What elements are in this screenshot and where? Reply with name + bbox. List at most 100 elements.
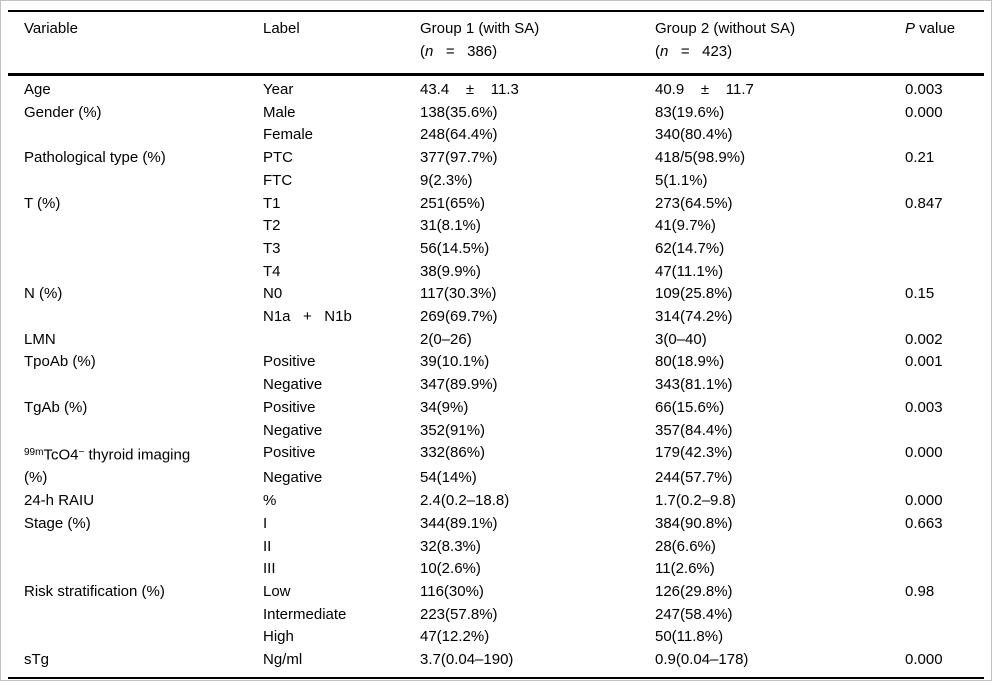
cell-group2: 5(1.1%) <box>655 171 708 189</box>
cell-label: III <box>263 560 276 578</box>
cell-variable <box>8 261 263 284</box>
cell-group2: 126(29.8%) <box>655 582 733 600</box>
cell-label <box>263 329 420 352</box>
cell-group1: 116(30%) <box>420 582 484 600</box>
cell-pvalue: 0.21 <box>905 149 935 167</box>
cell-pvalue <box>905 536 984 559</box>
cell-group1: 2.4(0.2–18.8) <box>420 492 510 510</box>
cell-pvalue <box>905 215 984 238</box>
cell-pvalue <box>905 124 984 147</box>
cell-pvalue <box>905 306 984 329</box>
cell-variable: N (%) <box>24 285 63 303</box>
cell-pvalue: 0.000 <box>905 651 943 669</box>
text-part: TcO4 <box>43 446 79 464</box>
cell-label: N1a + N1b <box>263 308 352 326</box>
cell-group2: 340(80.4%) <box>655 126 733 144</box>
cell-label: Low <box>263 582 291 600</box>
cell-pvalue <box>905 420 984 443</box>
cell-label: Intermediate <box>263 605 347 623</box>
cell-variable <box>8 626 263 649</box>
cell-variable: Gender (%) <box>24 103 102 121</box>
text-part: ( <box>420 42 425 60</box>
cell-pvalue <box>905 261 984 284</box>
cell-variable: sTg <box>24 651 50 669</box>
table-row: TpoAb (%) Positive 39(10.1%) 80(18.9%) 0.001 <box>8 351 984 374</box>
cell-pvalue <box>905 170 984 193</box>
cell-variable <box>8 215 263 238</box>
cell-pvalue: 0.002 <box>905 330 943 348</box>
table-row: (%) Negative 54(14%) 244(57.7%) <box>8 467 984 490</box>
cell-pvalue <box>905 374 984 397</box>
text-part: = 423) <box>668 42 733 60</box>
cell-group1: 43.4 ± 11.3 <box>420 81 519 98</box>
cell-group2: 109(25.8%) <box>655 285 733 303</box>
table-row: N1a + N1b 269(69.7%) 314(74.2%) <box>8 306 984 329</box>
cell-variable: TgAb (%) <box>24 398 88 416</box>
baseline-characteristics-table: Variable Label Group 1 (with SA) (n = 386) G… <box>8 10 984 679</box>
cell-label: FTC <box>263 171 293 189</box>
cell-variable: 24-h RAIU <box>24 492 95 510</box>
cell-group1: 352(91%) <box>420 421 486 439</box>
cell-group2: 418/5(98.9%) <box>655 149 746 167</box>
column-header-label: Label <box>263 20 300 37</box>
cell-pvalue <box>905 558 984 581</box>
cell-label: T1 <box>263 194 281 212</box>
cell-pvalue: 0.847 <box>905 194 943 212</box>
cell-label: PTC <box>263 149 293 167</box>
cell-variable <box>8 604 263 627</box>
cell-pvalue: 0.001 <box>905 353 943 371</box>
table-row: Negative 352(91%) 357(84.4%) <box>8 420 984 443</box>
cell-pvalue <box>905 467 984 490</box>
cell-group1: 9(2.3%) <box>420 171 473 189</box>
cell-group1: 10(2.6%) <box>420 560 481 578</box>
cell-group2: 40.9 ± 11.7 <box>655 81 754 98</box>
cell-label: T2 <box>263 217 281 235</box>
cell-group1: 54(14%) <box>420 469 477 487</box>
table-row: T3 56(14.5%) 62(14.7%) <box>8 238 984 261</box>
cell-label: Positive <box>263 353 316 371</box>
cell-group2: 66(15.6%) <box>655 398 725 416</box>
table-row: Pathological type (%) PTC 377(97.7%) 418/5(… <box>8 147 984 170</box>
column-header-group2: Group 2 (without SA) (n = 423) <box>655 20 796 60</box>
cell-label: N0 <box>263 285 283 303</box>
table-row: II 32(8.3%) 28(6.6%) <box>8 536 984 559</box>
cell-variable: 99mTcO4− thyroid imaging <box>8 442 263 467</box>
cell-group2: 83(19.6%) <box>655 103 725 121</box>
cell-pvalue <box>905 604 984 627</box>
cell-variable: Pathological type (%) <box>24 149 166 167</box>
cell-group1: 251(65%) <box>420 194 486 212</box>
cell-label: Male <box>263 103 296 121</box>
table-row: Age Year 43.4 ± 11.3 40.9 ± 11.7 0.003 <box>8 79 984 102</box>
cell-pvalue: 0.000 <box>905 444 943 462</box>
cell-group2: 244(57.7%) <box>655 469 733 487</box>
text-part: ( <box>655 42 660 60</box>
cell-group2: 47(11.1%) <box>655 262 724 280</box>
table-row: T2 31(8.1%) 41(9.7%) <box>8 215 984 238</box>
cell-group1: 34(9%) <box>420 398 469 416</box>
cell-group1: 31(8.1%) <box>420 217 481 235</box>
cell-variable <box>8 420 263 443</box>
table-row: LMN 2(0–26) 3(0–40) 0.002 <box>8 329 984 352</box>
table-row: sTg Ng/ml 3.7(0.04–190) 0.9(0.04–178) 0.000 <box>8 649 984 672</box>
cell-label: Negative <box>263 376 323 394</box>
table-row: T (%) T1 251(65%) 273(64.5%) 0.847 <box>8 193 984 216</box>
cell-label: % <box>263 492 277 510</box>
cell-label: T3 <box>263 239 281 257</box>
cell-group2: 357(84.4%) <box>655 421 733 439</box>
cell-group1: 332(86%) <box>420 444 486 462</box>
cell-label: Year <box>263 81 294 98</box>
table-row: III 10(2.6%) 11(2.6%) <box>8 558 984 581</box>
table-row: High 47(12.2%) 50(11.8%) <box>8 626 984 649</box>
cell-group1: 3.7(0.04–190) <box>420 651 514 669</box>
cell-group1: 2(0–26) <box>420 330 472 348</box>
cell-variable: Stage (%) <box>24 514 91 532</box>
cell-group1: 138(35.6%) <box>420 103 498 121</box>
cell-variable <box>8 238 263 261</box>
cell-group2: 0.9(0.04–178) <box>655 651 749 669</box>
cell-variable <box>8 170 263 193</box>
cell-group2: 1.7(0.2–9.8) <box>655 492 736 510</box>
cell-pvalue: 0.003 <box>905 81 943 98</box>
table-row: Stage (%) I 344(89.1%) 384(90.8%) 0.663 <box>8 513 984 536</box>
cell-label: Ng/ml <box>263 651 303 669</box>
cell-variable <box>8 306 263 329</box>
